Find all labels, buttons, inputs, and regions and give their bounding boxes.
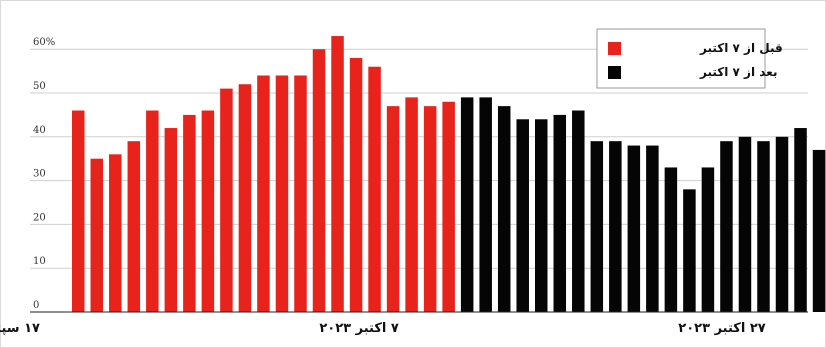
- bar-before: [442, 101, 455, 312]
- bar-after: [757, 141, 770, 312]
- bar-before: [386, 106, 400, 312]
- bar-before: [349, 57, 363, 313]
- y-tick-label: 20: [33, 212, 46, 223]
- bar-after: [572, 110, 585, 313]
- y-tick-label: 0: [33, 300, 39, 311]
- bar-before: [164, 128, 178, 312]
- bar-before: [405, 97, 418, 312]
- bar-after: [683, 189, 696, 312]
- bar-before: [312, 49, 326, 312]
- bar-before: [423, 106, 437, 312]
- bar-after: [646, 145, 659, 312]
- bar-after: [460, 97, 474, 312]
- bar-after: [775, 136, 789, 312]
- x-tick-label: ۲۷ اکتبر ۲۰۲۳: [678, 321, 765, 336]
- bar-after: [516, 119, 529, 312]
- bar-before: [201, 110, 215, 313]
- y-tick-label: 40: [33, 125, 46, 136]
- y-axis-ticks: 0 10 20 30 40 50 60%: [33, 37, 55, 311]
- bar-before: [146, 110, 159, 313]
- bar-after: [627, 145, 641, 312]
- bar-before: [220, 88, 233, 313]
- bar-before: [275, 75, 289, 312]
- bar-after: [794, 128, 807, 312]
- bar-before: [90, 158, 104, 312]
- legend-label-after: بعد از ۷ اکتبر: [699, 65, 777, 79]
- bar-before: [331, 36, 344, 313]
- bar-after: [701, 167, 715, 312]
- y-tick-label: 60%: [33, 37, 55, 48]
- x-axis-labels: ۱۷ سپتامبر ۲۰۲۳ ۷ اکتبر ۲۰۲۳ ۲۷ اکتبر ۲۰۲۳: [0, 321, 766, 336]
- bar-after: [738, 136, 752, 312]
- bar-before: [183, 114, 196, 313]
- bar-after: [609, 141, 622, 312]
- legend-label-before: قبل از ۷ اکتبر: [699, 41, 783, 55]
- bar-before: [127, 141, 141, 312]
- bars: [72, 36, 826, 313]
- bar-after: [720, 141, 733, 312]
- x-tick-label: ۱۷ سپتامبر ۲۰۲۳: [0, 321, 40, 336]
- y-tick-label: 10: [33, 256, 46, 267]
- bar-after: [590, 141, 604, 312]
- legend: قبل از ۷ اکتبر بعد از ۷ اکتبر: [596, 28, 783, 89]
- bar-before: [294, 75, 307, 312]
- bar-before: [72, 110, 85, 313]
- legend-swatch-after: [608, 66, 621, 79]
- bar-after: [553, 114, 567, 313]
- bar-before: [368, 66, 381, 312]
- bar-after: [497, 106, 511, 312]
- bar-after: [664, 167, 678, 312]
- bar-before: [238, 84, 252, 313]
- legend-swatch-before: [608, 42, 621, 55]
- legend-box: [596, 28, 766, 89]
- y-tick-label: 30: [33, 169, 46, 180]
- bar-before: [109, 154, 122, 312]
- bar-after: [479, 97, 492, 312]
- x-tick-label: ۷ اکتبر ۲۰۲۳: [319, 321, 399, 336]
- bar-after: [812, 149, 826, 312]
- bar-after: [535, 119, 548, 312]
- y-tick-label: 50: [33, 81, 46, 92]
- bar-before: [257, 75, 270, 312]
